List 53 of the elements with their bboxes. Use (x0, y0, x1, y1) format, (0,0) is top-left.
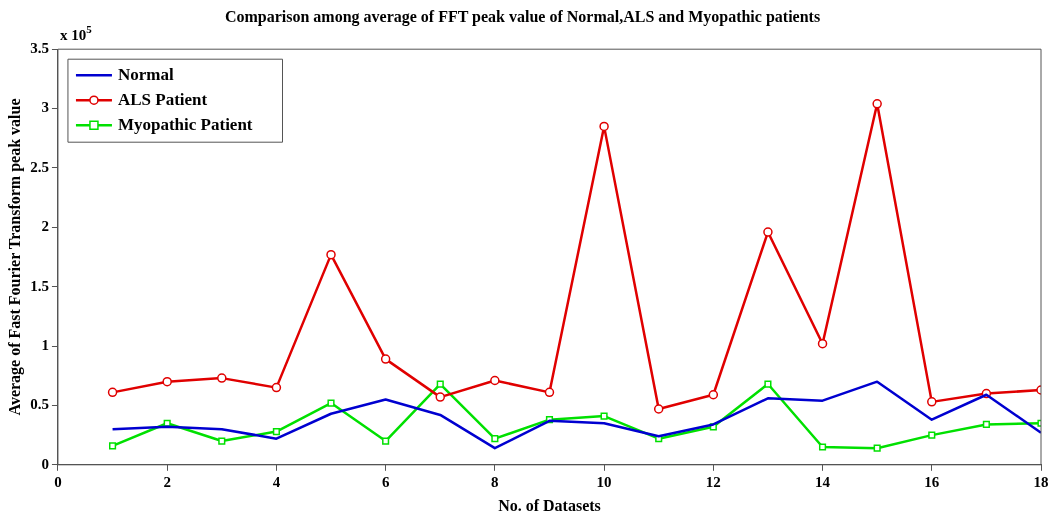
point (653, 404, 664, 414)
y-tick-label: 0 (41, 455, 49, 472)
y-tick-label: 1 (41, 336, 49, 353)
point (108, 442, 117, 450)
y-tick-label: 2 (41, 218, 49, 235)
point (380, 354, 391, 364)
legend-label: Normal (117, 64, 174, 84)
point (272, 427, 280, 436)
x-tick-label: 18 (1033, 473, 1049, 490)
point (708, 389, 719, 400)
point (982, 420, 990, 429)
y-tick-label: 2.5 (30, 158, 49, 175)
x-tick-label: 8 (491, 473, 499, 490)
point (928, 431, 936, 439)
point (436, 380, 444, 388)
legend-label: ALS Patient (117, 89, 208, 109)
x-tick-label: 2 (163, 473, 171, 490)
y-tick-label: 3.5 (30, 40, 49, 57)
point (326, 249, 336, 260)
point (872, 99, 882, 109)
x-tick-label: 16 (924, 473, 940, 490)
x-tick-label: 4 (272, 473, 281, 490)
point (382, 437, 390, 445)
chart-title: Comparison among average of FFT peak value of Normal,ALS and Myopathic patients (224, 7, 821, 26)
point (217, 373, 227, 383)
y-tick-label: 0.5 (30, 396, 49, 413)
x-tick-label: 6 (381, 473, 390, 490)
y-tick-label: 1.5 (30, 277, 49, 294)
point (873, 444, 881, 452)
y-tick-label: 3 (41, 99, 49, 116)
x-axis-title: No. of Datasets (498, 496, 601, 514)
point (927, 397, 937, 407)
point (818, 443, 827, 451)
point (491, 435, 499, 443)
point (327, 399, 335, 407)
x-tick-label: 10 (596, 473, 612, 490)
point (600, 412, 608, 420)
point (544, 387, 555, 398)
point (218, 437, 226, 445)
point (599, 121, 609, 132)
point (435, 392, 445, 402)
point (763, 227, 773, 237)
y-axis-title: Average of Fast Fourier Transform peak value (5, 98, 24, 416)
x-tick-label: 12 (705, 473, 721, 490)
point (817, 338, 828, 349)
x-tick-label: 14 (815, 473, 831, 490)
point (764, 380, 772, 388)
point (271, 382, 282, 393)
point (162, 376, 172, 387)
point (107, 387, 118, 398)
point (490, 375, 500, 386)
x-tick-label: 0 (54, 473, 62, 490)
legend-label: Myopathic Patient (117, 114, 253, 134)
